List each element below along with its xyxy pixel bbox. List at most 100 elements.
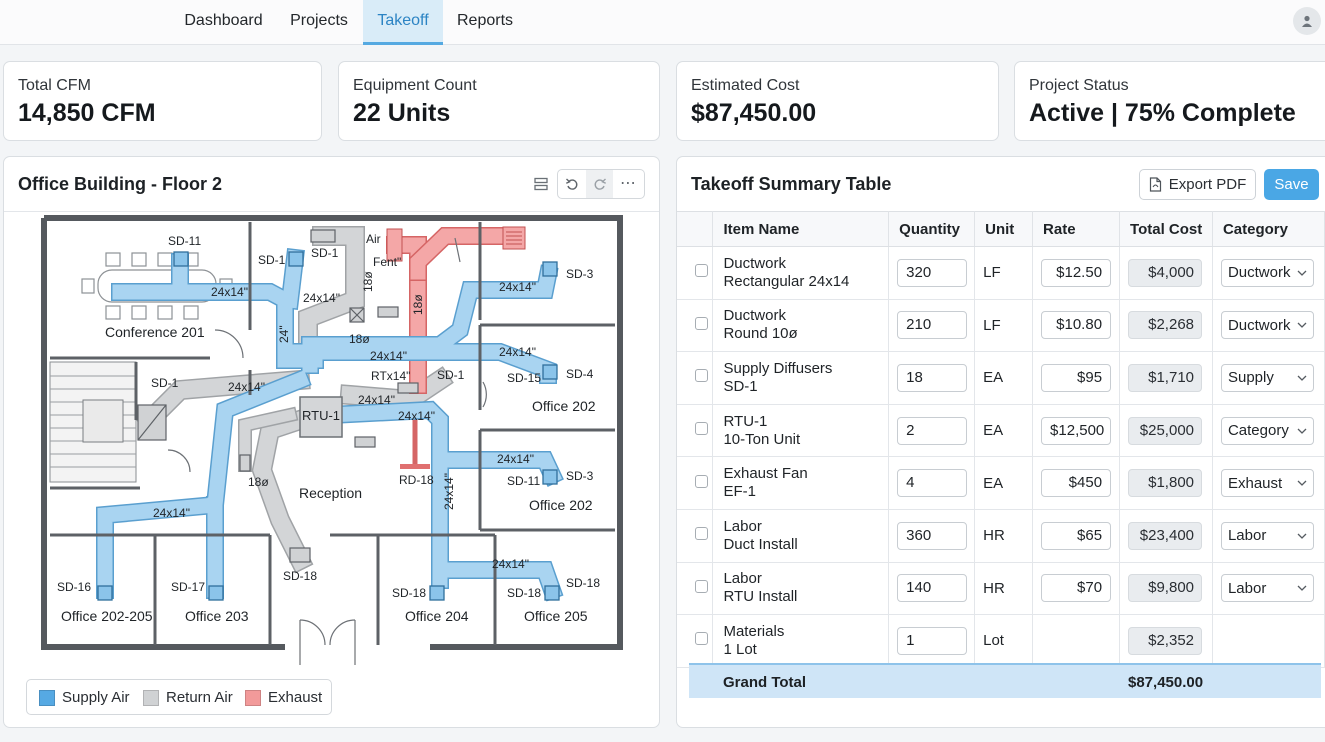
supply-air-swatch xyxy=(39,689,55,706)
column-header-category[interactable]: Category xyxy=(1212,211,1325,247)
item-name: Ductwork xyxy=(723,307,786,325)
row-checkbox[interactable] xyxy=(695,527,708,541)
row-checkbox[interactable] xyxy=(695,264,708,278)
row-checkbox[interactable] xyxy=(695,422,708,436)
total-cost-value: $9,800 xyxy=(1128,574,1203,603)
svg-text:Office 204: Office 204 xyxy=(405,608,469,624)
rate-cell: $12.50 xyxy=(1032,246,1121,300)
quantity-input[interactable]: 320 xyxy=(897,258,968,287)
total-cost-cell: $1,800 xyxy=(1119,456,1213,510)
redo-button[interactable] xyxy=(586,169,614,199)
quantity-cell: 320 xyxy=(888,246,976,300)
category-select[interactable]: Category xyxy=(1220,416,1314,445)
quantity-input[interactable]: 18 xyxy=(897,363,968,392)
save-button[interactable]: Save xyxy=(1264,169,1319,200)
svg-text:Office 202: Office 202 xyxy=(532,398,596,414)
tab-reports[interactable]: Reports xyxy=(456,12,514,29)
more-icon: ⋯ xyxy=(620,175,637,192)
column-header-rate[interactable]: Rate xyxy=(1032,211,1121,247)
item-description: 10-Ton Unit xyxy=(723,430,801,448)
rate-input[interactable]: $10.80 xyxy=(1041,311,1112,340)
user-avatar[interactable] xyxy=(1293,7,1321,35)
layout-toggle-button[interactable] xyxy=(527,169,555,199)
category-value: Ductwork xyxy=(1227,316,1291,334)
column-header-unit[interactable]: Unit xyxy=(974,211,1034,247)
unit-cell: LF xyxy=(974,299,1034,353)
total-cost-value: $1,710 xyxy=(1128,363,1203,392)
svg-text:SD-3: SD-3 xyxy=(566,469,594,483)
category-value: Category xyxy=(1227,422,1289,440)
stat-card-estimated-cost: Estimated Cost $87,450.00 xyxy=(676,61,999,141)
row-checkbox[interactable] xyxy=(695,369,708,383)
select-cell xyxy=(677,299,714,353)
user-icon xyxy=(1302,15,1312,27)
table-row: Exhaust Fan EF-1 4 EA $450 $1,800 Exhaust xyxy=(677,456,1325,510)
pdf-file-icon xyxy=(1149,177,1161,192)
category-select[interactable]: Ductwork xyxy=(1220,311,1314,340)
table-row: Materials 1 Lot 1 Lot $2,352 xyxy=(677,614,1325,668)
category-select[interactable]: Exhaust xyxy=(1220,469,1314,498)
rate-input[interactable]: $450 xyxy=(1041,469,1112,498)
svg-text:24x14": 24x14" xyxy=(370,349,407,363)
svg-text:24x14": 24x14" xyxy=(492,557,529,571)
svg-text:RTU-1: RTU-1 xyxy=(302,408,340,423)
quantity-input[interactable]: 1 xyxy=(897,626,968,655)
rate-input[interactable]: $65 xyxy=(1041,521,1112,550)
svg-text:SD-18: SD-18 xyxy=(566,576,600,590)
svg-text:SD-11: SD-11 xyxy=(168,234,201,248)
undo-button[interactable] xyxy=(557,169,587,199)
table-row: RTU-1 10-Ton Unit 2 EA $12,500 $25,000 Categor… xyxy=(677,404,1325,458)
category-select[interactable]: Supply xyxy=(1220,363,1314,392)
legend-return-air: Return Air xyxy=(143,689,233,706)
tab-takeoff[interactable]: Takeoff xyxy=(363,0,443,45)
return-grilles xyxy=(137,229,419,563)
tab-dashboard[interactable]: Dashboard xyxy=(184,12,263,29)
rate-input[interactable]: $12,500 xyxy=(1041,416,1112,445)
quantity-input[interactable]: 4 xyxy=(897,469,968,498)
category-select[interactable]: Labor xyxy=(1220,521,1314,550)
rate-input[interactable]: $95 xyxy=(1041,363,1112,392)
quantity-input[interactable]: 140 xyxy=(897,574,968,603)
category-value: Exhaust xyxy=(1227,474,1283,492)
row-checkbox[interactable] xyxy=(695,579,708,593)
chevron-down-icon xyxy=(1297,585,1307,592)
return-air-ducts xyxy=(135,226,454,574)
select-cell xyxy=(677,246,714,300)
category-select[interactable]: Ductwork xyxy=(1220,258,1314,287)
quantity-input[interactable]: 2 xyxy=(897,416,968,445)
select-cell xyxy=(677,509,714,563)
row-checkbox[interactable] xyxy=(695,316,708,330)
unit-cell: Lot xyxy=(974,614,1034,668)
floor-plan-drawing[interactable]: SD-11 SD-1 SD-1 Air Fent" SD-3 24x14" 24… xyxy=(30,212,630,674)
item-description: SD-1 xyxy=(723,377,758,395)
item-name-cell: Ductwork Round 10ø xyxy=(712,299,890,353)
select-cell xyxy=(677,562,714,616)
column-header-total-cost[interactable]: Total Cost xyxy=(1119,211,1213,247)
svg-text:SD-18: SD-18 xyxy=(392,586,426,600)
total-cost-cell: $2,268 xyxy=(1119,299,1213,353)
exhaust-grilles xyxy=(386,226,526,262)
export-pdf-button[interactable]: Export PDF xyxy=(1139,169,1256,200)
category-cell: Labor xyxy=(1212,509,1325,563)
item-description: EF-1 xyxy=(723,483,756,501)
quantity-cell: 140 xyxy=(888,562,976,616)
item-name-cell: Materials 1 Lot xyxy=(712,614,890,668)
select-cell xyxy=(677,456,714,510)
svg-text:SD-3: SD-3 xyxy=(566,267,594,281)
quantity-input[interactable]: 210 xyxy=(897,311,968,340)
column-header-item-name[interactable]: Item Name xyxy=(712,211,890,247)
item-name: Labor xyxy=(723,517,762,535)
tab-projects[interactable]: Projects xyxy=(290,12,348,29)
quantity-input[interactable]: 360 xyxy=(897,521,968,550)
legend-exhaust: Exhaust xyxy=(245,689,322,706)
more-options-button[interactable]: ⋯ xyxy=(613,169,645,199)
rate-input[interactable]: $12.50 xyxy=(1041,258,1112,287)
doors xyxy=(167,237,487,665)
row-checkbox[interactable] xyxy=(695,474,708,488)
column-header-quantity[interactable]: Quantity xyxy=(888,211,976,247)
rate-input[interactable]: $70 xyxy=(1041,574,1112,603)
category-select[interactable]: Labor xyxy=(1220,574,1314,603)
grand-total-row: Grand Total $87,450.00 xyxy=(689,663,1321,698)
chevron-down-icon xyxy=(1297,270,1307,276)
row-checkbox[interactable] xyxy=(695,632,708,646)
